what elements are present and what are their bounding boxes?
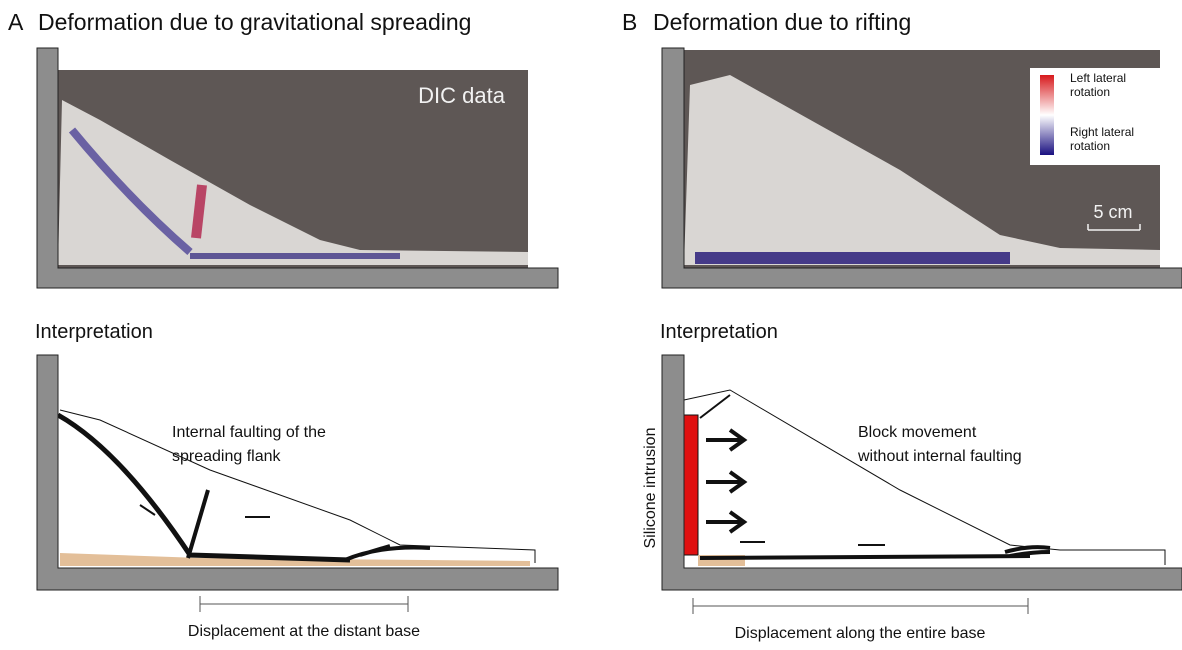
panel-label: B (622, 9, 637, 35)
silicone-base (698, 555, 745, 566)
fault (186, 489, 431, 562)
wall (36, 354, 559, 591)
slip-arrow (740, 541, 885, 546)
panel-title: Deformation due to rifting (653, 9, 911, 35)
sand (58, 100, 528, 265)
caption: Displacement at the distant base (188, 623, 420, 640)
blue-band (68, 127, 193, 256)
legend-label: rotation (1070, 85, 1110, 99)
wedge-outline (683, 389, 1166, 565)
fault (56, 412, 351, 563)
displacement-bar (692, 598, 1029, 614)
legend-label: Left lateral (1070, 71, 1126, 85)
photo-label: DIC data (418, 83, 506, 108)
red-band (191, 184, 207, 239)
wall (661, 354, 1182, 591)
wedge-outline (59, 409, 536, 563)
sand (684, 75, 1160, 265)
section-title: Interpretation (660, 321, 778, 343)
movement-arrows (706, 428, 748, 534)
wall (661, 47, 1182, 289)
silicone-intrusion (683, 414, 699, 556)
annotation: without internal faulting (857, 448, 1022, 465)
scale-label: 5 cm (1093, 202, 1132, 222)
legend-bar (1040, 75, 1054, 155)
scale-bar (1087, 224, 1141, 231)
fault (699, 545, 1051, 560)
fault (699, 394, 731, 419)
annotation: Internal faulting of the (172, 424, 326, 441)
panel-label: A (8, 9, 24, 35)
slip-arrow (139, 504, 270, 518)
legend-label: rotation (1070, 139, 1110, 153)
displacement-bar (199, 596, 409, 612)
legend-label: Right lateral (1070, 125, 1134, 139)
caption: Displacement along the entire base (735, 625, 986, 642)
annotation: Block movement (858, 424, 977, 441)
side-label: Silicone intrusion (642, 428, 659, 549)
annotation: spreading flank (172, 448, 282, 465)
blue-band (695, 252, 1010, 264)
section-title: Interpretation (35, 321, 153, 343)
panel-title: Deformation due to gravitational spreadi… (38, 9, 471, 35)
wall (36, 47, 559, 289)
